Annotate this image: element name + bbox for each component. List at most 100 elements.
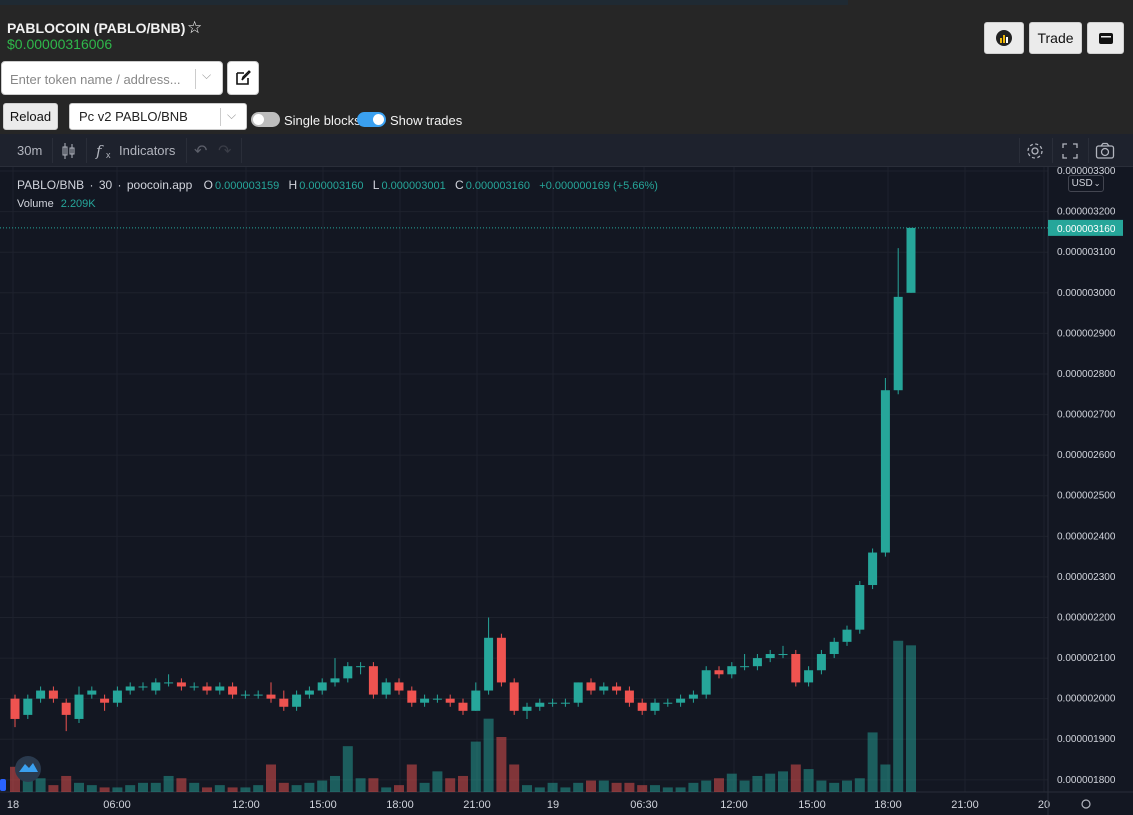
volume-bar [99, 787, 110, 792]
candle-body [471, 690, 481, 711]
candle-body [164, 682, 174, 684]
candle-body [36, 690, 46, 699]
legend-low: 0.000003001 [381, 180, 446, 192]
scroll-left-handle [0, 779, 6, 791]
chart-toolbar: 30m f x Indicators ↶ ↷ [0, 134, 1133, 167]
screenshot-icon[interactable] [1095, 134, 1115, 167]
chart-container[interactable]: 30m f x Indicators ↶ ↷ [0, 134, 1133, 815]
legend-dot: · [117, 178, 122, 192]
search-divider [195, 69, 196, 89]
legend-l-label: L [372, 178, 380, 192]
y-axis-tick-label: 0.000002800 [1057, 369, 1116, 380]
single-blocks-toggle[interactable] [251, 112, 280, 127]
redo-icon[interactable]: ↷ [218, 142, 232, 160]
candle-body [279, 698, 289, 707]
x-axis-tick-label: 15:00 [309, 799, 337, 811]
volume-value: 2.209K [60, 198, 96, 210]
legend-symbol: PABLO/BNB [17, 178, 85, 192]
candle-body [880, 390, 890, 553]
candle-body [407, 690, 417, 703]
volume-bar [10, 766, 20, 792]
candle-body [266, 694, 276, 699]
candle-body [868, 552, 878, 586]
fx-icon[interactable]: f [96, 141, 102, 160]
y-axis-tick-label: 0.000003200 [1057, 207, 1116, 218]
volume-bar [496, 737, 507, 792]
candle-body [855, 585, 865, 630]
volume-bar [765, 773, 776, 792]
y-axis-tick-label: 0.000002900 [1057, 328, 1116, 339]
legend-open: 0.000003159 [214, 180, 280, 192]
candle-body [74, 694, 84, 719]
volume-bar [624, 782, 635, 792]
volume-bar [816, 780, 827, 792]
candle-body [394, 682, 404, 691]
token-search[interactable]: ⌵ [1, 61, 223, 95]
camera-icon [1095, 142, 1115, 159]
x-axis-tick-label: 12:00 [232, 799, 260, 811]
legend-high: 0.000003160 [299, 180, 364, 192]
chevron-down-icon[interactable]: ⌵ [202, 68, 212, 82]
candle-body [573, 682, 583, 703]
indicators-button[interactable]: Indicators [119, 143, 176, 158]
candle-body [778, 654, 788, 656]
volume-bar [790, 764, 801, 792]
candle-body [317, 682, 327, 691]
currency-label: USD [1071, 178, 1093, 189]
candle-body [189, 686, 199, 688]
candle-body [663, 702, 673, 704]
volume-bar [534, 787, 545, 792]
price-chart[interactable]: 0.000001800 0.000001900 0.000002000 0.00000… [0, 167, 1133, 815]
pair-select-value: Pc v2 PABLO/BNB [79, 109, 188, 124]
show-trades-toggle[interactable] [357, 112, 386, 127]
star-icon[interactable]: ☆ [187, 18, 203, 37]
candle-body [548, 702, 558, 704]
candle-body [87, 690, 97, 695]
volume-bar [893, 640, 904, 792]
expand-icon [1062, 142, 1078, 159]
candle-body [560, 702, 570, 704]
volume-bar [125, 785, 136, 792]
undo-icon[interactable]: ↶ [194, 142, 208, 160]
fx-icon-sub: x [106, 149, 111, 160]
x-axis-tick-label: 19 [547, 799, 559, 811]
candle-body [791, 654, 801, 683]
volume-bar [867, 732, 878, 792]
trade-button[interactable]: Trade [1029, 22, 1082, 54]
search-input[interactable] [10, 69, 190, 89]
candle-body [842, 629, 852, 642]
pair-select[interactable]: Pc v2 PABLO/BNB ⌵ [69, 103, 247, 130]
candle-body [100, 698, 110, 703]
currency-select[interactable]: USD ⌄ [1068, 175, 1104, 192]
edit-button[interactable] [227, 61, 259, 95]
candle-body [420, 698, 430, 703]
candle-style-button[interactable] [61, 134, 77, 167]
fullscreen-icon[interactable] [1061, 134, 1079, 167]
volume-bar [547, 782, 558, 792]
settings-icon[interactable] [1026, 134, 1044, 167]
chevron-down-icon: ⌄ [1093, 179, 1101, 188]
candle-body [368, 666, 378, 695]
volume-bar [880, 764, 891, 792]
wallet-button[interactable] [1087, 22, 1124, 54]
candle-body [176, 682, 186, 687]
time-axis-settings-icon [1081, 799, 1091, 809]
volume-bar [394, 785, 404, 792]
reload-button[interactable]: Reload [3, 103, 58, 130]
interval-button[interactable]: 30m [17, 143, 43, 158]
x-axis-tick-label: 06:30 [630, 799, 658, 811]
candle-body [727, 666, 737, 675]
volume-bar [214, 785, 225, 792]
volume-bar [458, 775, 468, 792]
volume-bar [342, 746, 353, 792]
ohlc-legend: PABLO/BNB · 30 · poocoin.app O 0.00000315… [17, 178, 660, 192]
stats-button[interactable] [984, 22, 1024, 54]
volume-legend: Volume 2.209K [17, 198, 96, 210]
chevron-down-icon[interactable]: ⌵ [227, 108, 237, 122]
token-price: $0.00000316006 [7, 36, 113, 52]
candle-body [343, 666, 353, 679]
legend-source: poocoin.app [126, 178, 193, 192]
legend-c-label: C [455, 178, 464, 192]
volume-bar [278, 782, 289, 792]
y-axis-tick-label: 0.000003100 [1057, 247, 1116, 258]
